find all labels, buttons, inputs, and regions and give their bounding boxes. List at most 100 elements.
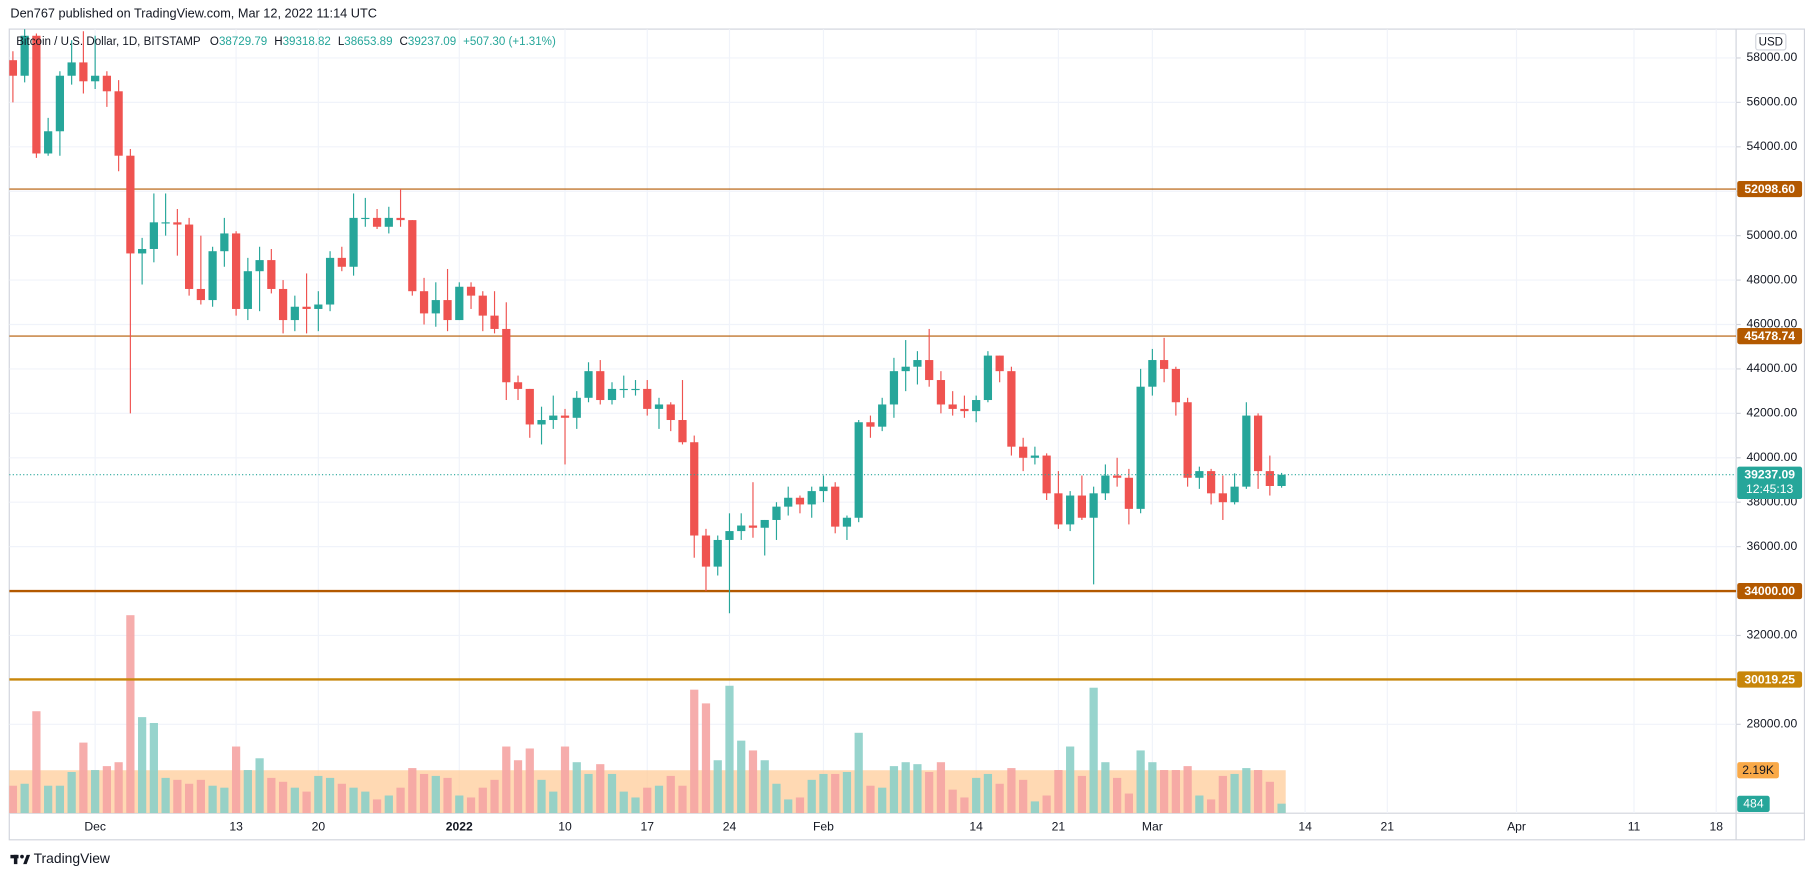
x-tick-label: Mar <box>1142 819 1163 833</box>
candle-body <box>1160 360 1169 369</box>
volume-bar <box>995 783 1004 814</box>
candle-body <box>701 535 711 567</box>
volume-bar <box>560 746 570 814</box>
candle-body <box>278 288 288 321</box>
legend-prefix: L <box>338 36 345 48</box>
volume-bar <box>1160 770 1169 814</box>
x-tick-label: 21 <box>1381 819 1395 833</box>
candle-body <box>79 62 88 82</box>
candle-body <box>1007 371 1016 447</box>
candle-body <box>55 75 65 132</box>
legend-value: 38729.79 <box>219 36 267 48</box>
volume-bar <box>384 795 393 814</box>
candle-body <box>1019 446 1028 458</box>
volume-bar <box>772 783 781 814</box>
candle-body <box>995 355 1004 372</box>
candle-body <box>854 422 863 518</box>
candle-body <box>431 300 440 314</box>
volume-bar <box>1265 781 1274 814</box>
candle-body <box>560 415 570 418</box>
volume-bar <box>1113 777 1122 814</box>
candle-body <box>690 442 699 536</box>
volume-bar <box>631 797 640 814</box>
level-label: 52098.60 <box>1744 182 1795 196</box>
brand-name: TradingView <box>34 850 111 866</box>
candle-body <box>619 388 628 391</box>
volume-bar <box>1089 687 1098 814</box>
y-tick-label: 40000.00 <box>1747 450 1798 464</box>
y-tick-label: 48000.00 <box>1747 272 1798 286</box>
candle-body <box>255 260 264 272</box>
candle-body <box>1077 495 1087 518</box>
candles <box>9 29 1737 681</box>
candle-body <box>1030 455 1040 458</box>
legend-value: 39318.82 <box>283 36 331 48</box>
volume-bar <box>925 772 934 814</box>
legend-value: 38653.89 <box>344 36 392 48</box>
y-tick-label: 50000.00 <box>1747 228 1798 242</box>
level-label: 45478.74 <box>1744 329 1795 343</box>
volume-bar <box>149 722 158 814</box>
x-tick-label: 13 <box>229 819 243 833</box>
volume-bar <box>372 799 382 814</box>
candle-body <box>1218 493 1227 503</box>
volume-bar <box>325 777 335 814</box>
x-tick-label: Apr <box>1507 819 1526 833</box>
candle-body <box>9 60 18 76</box>
volume-bar <box>243 770 252 814</box>
volume-bar <box>466 797 476 814</box>
candle-body <box>725 531 734 540</box>
candle-body <box>91 75 100 82</box>
candle-body <box>502 328 511 383</box>
volume-bar <box>443 777 452 814</box>
candle-body <box>396 217 405 221</box>
volume-bar <box>1101 762 1110 814</box>
volume-bar <box>278 781 288 814</box>
candle-body <box>126 155 135 254</box>
axes: 28000.0030000.0032000.0034000.0036000.00… <box>84 50 1803 833</box>
candle-body <box>325 257 335 305</box>
volume-bar <box>1218 775 1227 814</box>
y-tick-label: 28000.00 <box>1747 717 1798 731</box>
candle-body <box>20 35 29 76</box>
publish-note: Den767 published on TradingView.com, Mar… <box>10 5 376 20</box>
volume-bar <box>666 775 675 814</box>
volume-bar <box>983 773 993 814</box>
volume-bar <box>1030 801 1040 814</box>
candle-body <box>1242 415 1251 487</box>
level-label-bg <box>1737 582 1803 600</box>
candle-body <box>220 233 229 252</box>
level-label: 30019.25 <box>1744 672 1795 686</box>
volume-bar <box>396 787 405 814</box>
candle-body <box>208 251 217 301</box>
candle-body <box>784 497 793 507</box>
candle-body <box>596 371 605 401</box>
candle-body <box>666 404 675 421</box>
volume-bar <box>1253 770 1263 814</box>
candle-body <box>1042 455 1051 494</box>
volume-bar <box>302 791 311 814</box>
x-tick-label: 21 <box>1052 819 1066 833</box>
candle-body <box>678 420 687 443</box>
volume-bar <box>419 773 429 814</box>
candle-body <box>161 222 170 224</box>
last-price-bg <box>1737 466 1803 500</box>
volume-bar <box>208 785 217 814</box>
candle-body <box>760 519 769 528</box>
volume-bar <box>1077 775 1087 814</box>
candle-body <box>1054 493 1063 525</box>
y-tick-label: 44000.00 <box>1747 361 1798 375</box>
logo-part <box>23 854 31 865</box>
candle-body <box>455 286 464 321</box>
candle-body <box>349 217 358 267</box>
y-tick-label: 36000.00 <box>1747 539 1798 553</box>
legend-prefix: H <box>274 36 282 48</box>
candle-body <box>408 220 417 292</box>
candle-body <box>807 491 816 505</box>
level-label-bg <box>1737 327 1803 345</box>
candle-body <box>1253 415 1263 472</box>
candle-body <box>960 408 969 412</box>
volume-bar <box>408 768 417 814</box>
volume-bar <box>784 799 793 814</box>
